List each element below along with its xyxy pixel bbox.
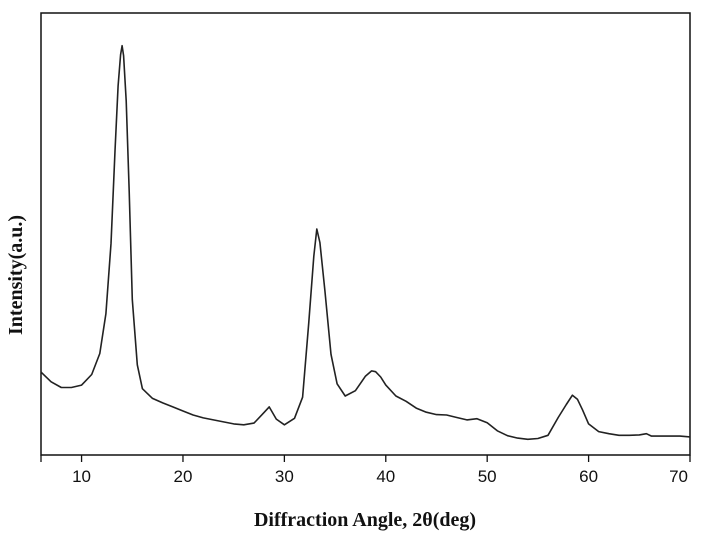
y-axis-label: Intensity(a.u.) xyxy=(5,215,27,335)
series-line xyxy=(41,46,690,440)
x-tick-label: 70 xyxy=(669,467,688,486)
plot-frame xyxy=(41,13,690,455)
x-tick-label: 40 xyxy=(376,467,395,486)
x-tick-label: 30 xyxy=(275,467,294,486)
x-axis-ticks: 10 20 30 40 50 60 70 xyxy=(41,455,690,486)
x-tick-label: 20 xyxy=(174,467,193,486)
x-tick-label: 10 xyxy=(72,467,91,486)
x-tick-label: 60 xyxy=(579,467,598,486)
x-axis-label: Diffraction Angle, 2θ(deg) xyxy=(254,509,476,531)
x-tick-label: 50 xyxy=(478,467,497,486)
